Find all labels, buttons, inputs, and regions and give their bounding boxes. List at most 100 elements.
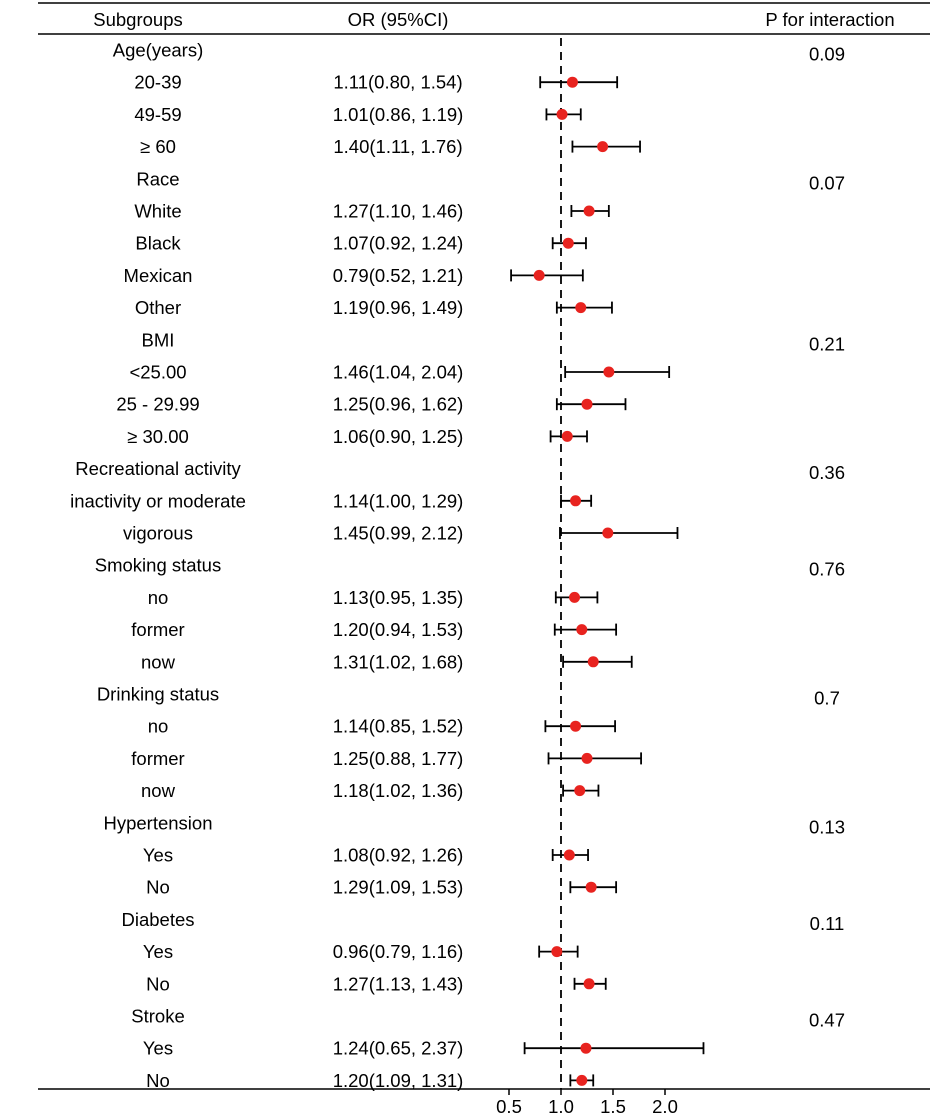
p-interaction-value: 0.09 [809, 44, 845, 65]
x-tick-label: 0.5 [496, 1096, 522, 1117]
or-ci-text: 1.25(0.96, 1.62) [333, 394, 464, 415]
or-point [563, 849, 575, 861]
or-ci-text: 1.13(0.95, 1.35) [333, 587, 464, 608]
subgroup-label: now [141, 651, 176, 672]
or-ci-text: 1.20(1.09, 1.31) [333, 1070, 464, 1091]
or-point [566, 76, 578, 88]
group-label: BMI [142, 329, 175, 350]
group-label: Diabetes [121, 909, 194, 930]
header-p-interaction: P for interaction [765, 9, 894, 30]
or-point [569, 591, 581, 603]
or-ci-text: 1.29(1.09, 1.53) [333, 877, 464, 898]
header-subgroups: Subgroups [93, 9, 182, 30]
or-point [576, 1074, 588, 1086]
group-label: Drinking status [97, 684, 219, 705]
or-ci-text: 0.96(0.79, 1.16) [333, 941, 464, 962]
or-point [574, 785, 586, 797]
subgroup-label: No [146, 973, 170, 994]
or-point [533, 269, 545, 281]
subgroup-label: ≥ 60 [140, 136, 176, 157]
or-point [597, 141, 609, 153]
or-ci-text: 1.25(0.88, 1.77) [333, 748, 464, 769]
subgroup-label: Other [135, 297, 181, 318]
or-ci-text: 1.06(0.90, 1.25) [333, 426, 464, 447]
subgroup-label: White [134, 201, 181, 222]
or-point [583, 205, 595, 217]
or-ci-text: 1.27(1.13, 1.43) [333, 973, 464, 994]
p-interaction-value: 0.07 [809, 172, 845, 193]
or-point [561, 430, 573, 442]
subgroup-label: ≥ 30.00 [127, 426, 189, 447]
subgroup-label: No [146, 1070, 170, 1091]
or-ci-text: 1.27(1.10, 1.46) [333, 201, 464, 222]
or-point [585, 881, 597, 893]
subgroup-label: vigorous [123, 523, 193, 544]
subgroup-label: no [148, 587, 169, 608]
subgroup-label: now [141, 780, 176, 801]
x-tick-label: 1.0 [548, 1096, 574, 1117]
or-point [556, 108, 568, 120]
or-ci-text: 1.20(0.94, 1.53) [333, 619, 464, 640]
x-tick-label: 2.0 [652, 1096, 678, 1117]
or-point [587, 656, 599, 668]
header-or-ci: OR (95%CI) [348, 9, 449, 30]
or-point [581, 752, 593, 764]
or-point [583, 978, 595, 990]
subgroup-label: former [131, 748, 184, 769]
or-ci-text: 1.40(1.11, 1.76) [333, 136, 462, 157]
or-ci-text: 1.07(0.92, 1.24) [333, 233, 464, 254]
rows-layer: Age(years) 0.09 20-39 1.11(0.80, 1.54) 49-59… [70, 40, 845, 1091]
or-point [570, 495, 582, 507]
subgroup-label: former [131, 619, 184, 640]
subgroup-label: no [148, 716, 169, 737]
subgroup-label: Yes [143, 845, 173, 866]
subgroup-label: Mexican [124, 265, 193, 286]
or-point [581, 398, 593, 410]
p-interaction-value: 0.21 [809, 333, 845, 354]
group-label: Stroke [131, 1006, 184, 1027]
x-axis: 0.5 1.0 1.5 2.0 [496, 1089, 678, 1117]
subgroup-label: inactivity or moderate [70, 490, 246, 511]
subgroup-label: <25.00 [129, 362, 186, 383]
or-point [580, 1042, 592, 1054]
or-point [551, 946, 563, 958]
p-interaction-value: 0.7 [814, 688, 840, 709]
or-ci-text: 1.01(0.86, 1.19) [333, 104, 464, 125]
group-label: Age(years) [113, 40, 203, 61]
p-interaction-value: 0.13 [809, 816, 845, 837]
p-interaction-value: 0.47 [809, 1010, 845, 1031]
or-point [570, 720, 582, 732]
or-ci-text: 0.79(0.52, 1.21) [333, 265, 464, 286]
x-tick-label: 1.5 [600, 1096, 626, 1117]
or-ci-text: 1.08(0.92, 1.26) [333, 845, 464, 866]
or-point [562, 237, 574, 249]
or-ci-text: 1.14(0.85, 1.52) [333, 716, 464, 737]
or-ci-text: 1.24(0.65, 2.37) [333, 1038, 464, 1059]
p-interaction-value: 0.11 [810, 913, 845, 934]
subgroup-label: 49-59 [134, 104, 181, 125]
or-point [602, 527, 614, 539]
or-ci-text: 1.19(0.96, 1.49) [333, 297, 464, 318]
group-label: Race [136, 168, 179, 189]
p-interaction-value: 0.76 [809, 559, 845, 580]
or-point [575, 302, 587, 314]
group-label: Recreational activity [75, 458, 241, 479]
group-label: Smoking status [95, 555, 221, 576]
or-ci-text: 1.14(1.00, 1.29) [333, 490, 464, 511]
p-interaction-value: 0.36 [809, 462, 845, 483]
group-label: Hypertension [103, 812, 212, 833]
subgroup-label: No [146, 877, 170, 898]
or-ci-text: 1.18(1.02, 1.36) [333, 780, 464, 801]
or-ci-text: 1.11(0.80, 1.54) [333, 72, 462, 93]
or-point [603, 366, 615, 378]
subgroup-label: 20-39 [134, 72, 181, 93]
or-ci-text: 1.46(1.04, 2.04) [333, 362, 464, 383]
or-point [576, 624, 588, 636]
subgroup-label: Yes [143, 1038, 173, 1059]
subgroup-label: Black [135, 233, 181, 254]
or-ci-text: 1.45(0.99, 2.12) [333, 523, 464, 544]
subgroup-label: 25 - 29.99 [116, 394, 199, 415]
subgroup-label: Yes [143, 941, 173, 962]
or-ci-text: 1.31(1.02, 1.68) [333, 651, 464, 672]
